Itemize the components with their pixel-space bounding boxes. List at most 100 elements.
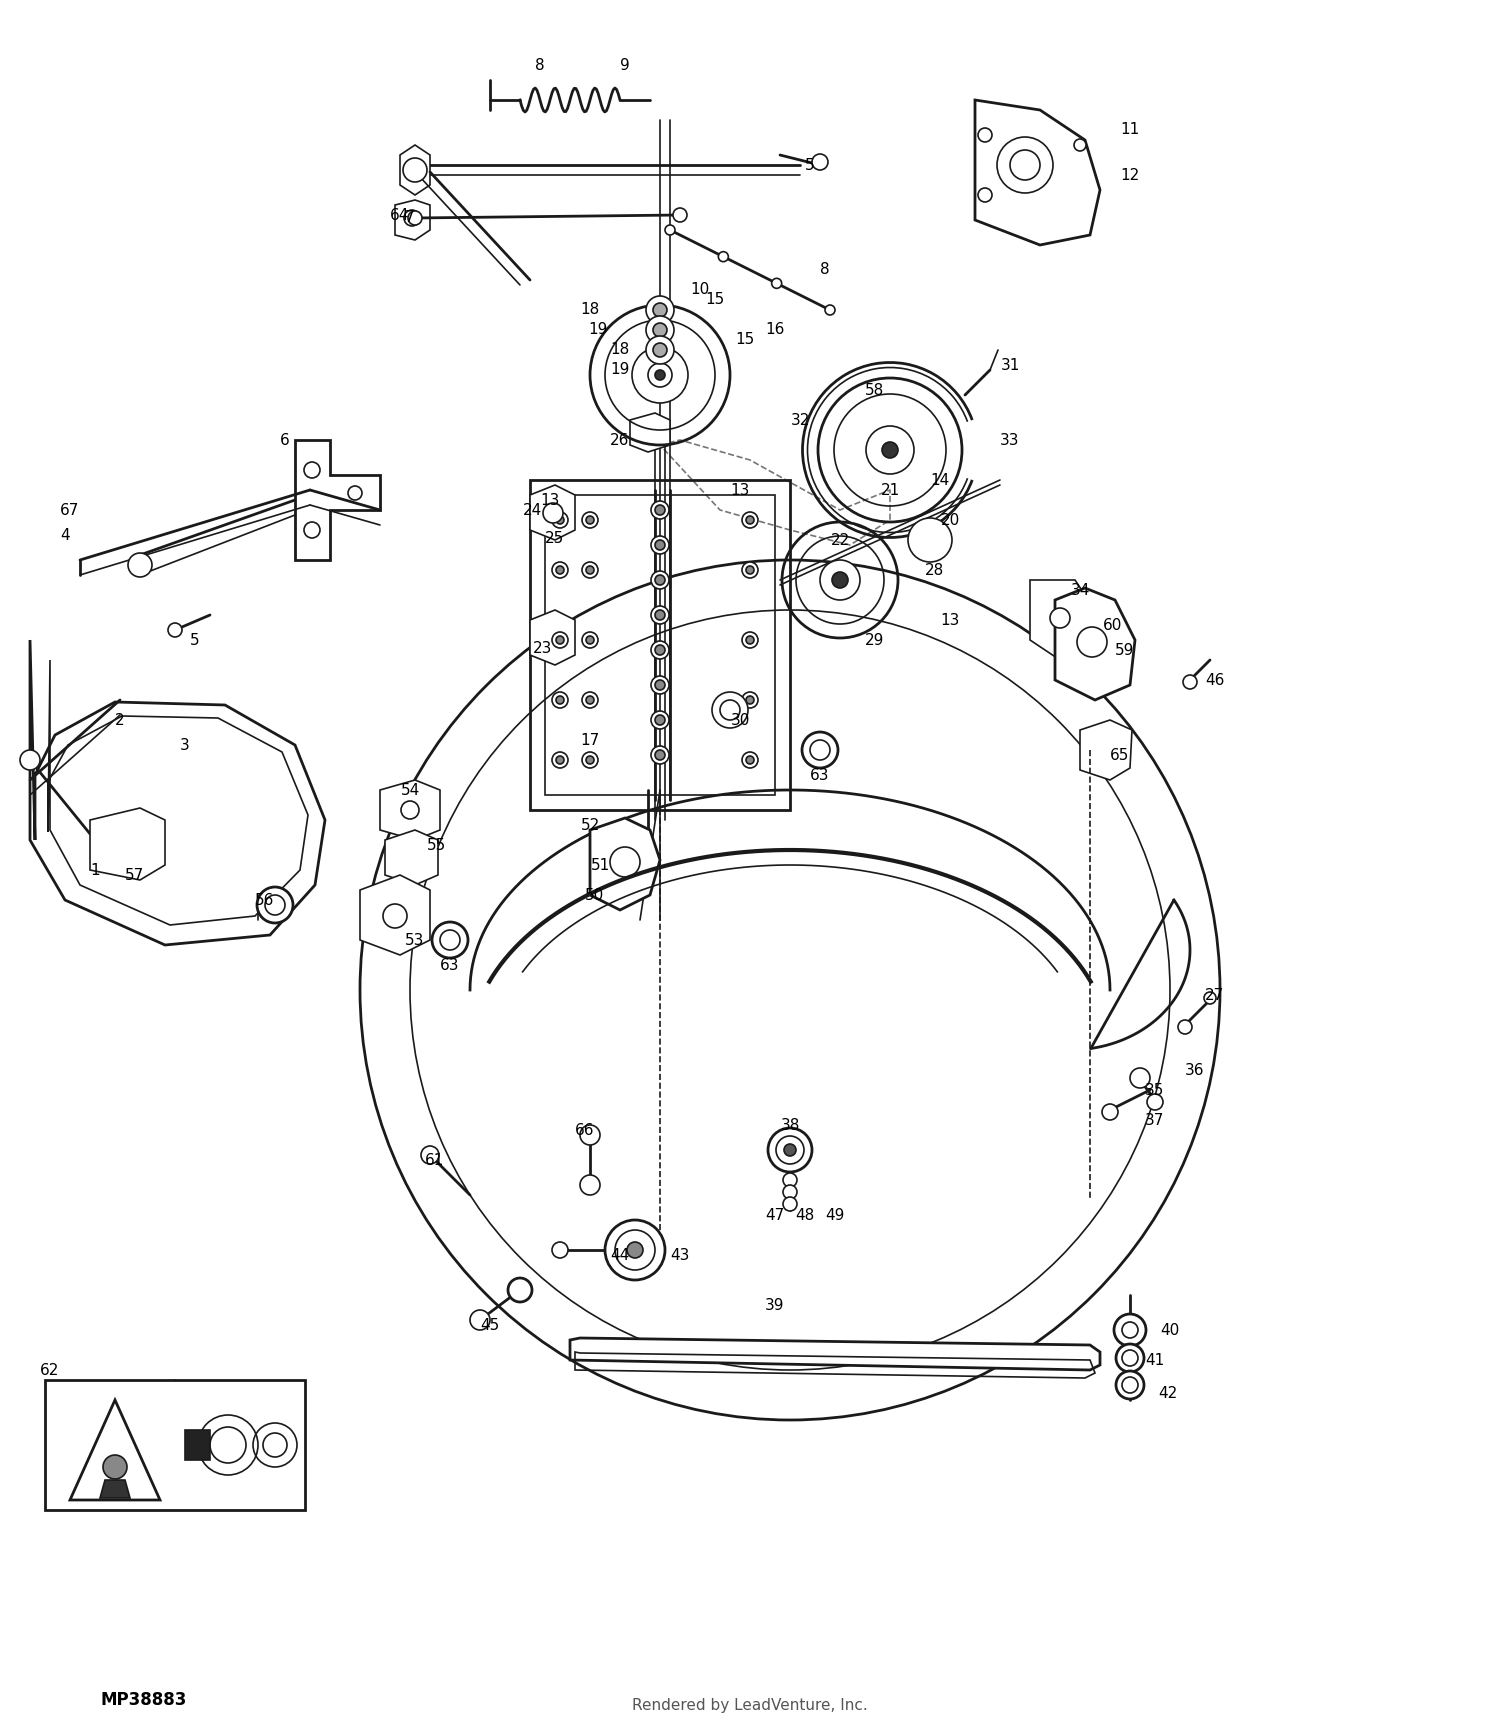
Polygon shape <box>1030 579 1095 659</box>
Circle shape <box>821 560 860 600</box>
Text: 13: 13 <box>540 493 560 508</box>
Text: 34: 34 <box>1071 583 1089 597</box>
Polygon shape <box>386 829 438 885</box>
Circle shape <box>783 1173 796 1187</box>
Text: 2: 2 <box>116 713 124 727</box>
Circle shape <box>1148 1095 1162 1110</box>
Circle shape <box>586 756 594 763</box>
Text: 6: 6 <box>280 432 290 448</box>
Text: 10: 10 <box>690 283 709 297</box>
Circle shape <box>422 1147 440 1164</box>
Circle shape <box>256 887 292 923</box>
Circle shape <box>582 512 598 527</box>
Circle shape <box>674 208 687 222</box>
Circle shape <box>470 1310 490 1331</box>
Circle shape <box>552 751 568 769</box>
Circle shape <box>656 540 664 550</box>
Text: 57: 57 <box>126 868 144 883</box>
Circle shape <box>1122 1322 1138 1338</box>
Circle shape <box>742 632 758 647</box>
Circle shape <box>656 645 664 656</box>
Text: 40: 40 <box>1161 1322 1179 1338</box>
Circle shape <box>865 427 913 474</box>
Circle shape <box>582 751 598 769</box>
Circle shape <box>582 632 598 647</box>
Text: 51: 51 <box>591 857 609 873</box>
Text: 67: 67 <box>60 503 80 517</box>
Circle shape <box>746 696 754 704</box>
Circle shape <box>604 1220 664 1280</box>
Text: 48: 48 <box>795 1208 814 1223</box>
Circle shape <box>1077 626 1107 658</box>
Circle shape <box>408 212 422 226</box>
Circle shape <box>1184 675 1197 689</box>
Circle shape <box>509 1279 532 1301</box>
Circle shape <box>646 337 674 364</box>
Circle shape <box>552 562 568 578</box>
Text: 41: 41 <box>1146 1353 1164 1367</box>
Circle shape <box>651 711 669 729</box>
Text: 17: 17 <box>580 732 600 748</box>
Circle shape <box>776 1136 804 1164</box>
Circle shape <box>746 515 754 524</box>
Circle shape <box>404 158 427 182</box>
Text: 32: 32 <box>790 413 810 427</box>
Text: 33: 33 <box>1000 432 1020 448</box>
Circle shape <box>746 566 754 574</box>
Circle shape <box>582 692 598 708</box>
Circle shape <box>652 323 668 337</box>
Circle shape <box>656 574 664 585</box>
Text: 58: 58 <box>865 382 885 397</box>
Circle shape <box>656 370 664 380</box>
Text: 18: 18 <box>580 302 600 318</box>
Text: 47: 47 <box>765 1208 784 1223</box>
Text: 14: 14 <box>930 472 950 488</box>
Text: 46: 46 <box>1206 673 1224 687</box>
Text: 55: 55 <box>426 838 445 852</box>
Text: 15: 15 <box>735 333 754 347</box>
Text: 19: 19 <box>588 323 608 338</box>
Circle shape <box>746 637 754 644</box>
Text: 29: 29 <box>865 633 885 647</box>
Circle shape <box>1114 1313 1146 1346</box>
Text: 42: 42 <box>1158 1386 1178 1400</box>
Text: 53: 53 <box>405 932 424 947</box>
Circle shape <box>1102 1103 1118 1121</box>
Circle shape <box>615 1230 656 1270</box>
Circle shape <box>742 512 758 527</box>
Circle shape <box>440 930 460 951</box>
Text: 28: 28 <box>926 562 945 578</box>
Circle shape <box>627 1242 644 1258</box>
Text: 7: 7 <box>405 210 416 226</box>
Circle shape <box>556 756 564 763</box>
Text: 5: 5 <box>190 633 200 647</box>
Text: 21: 21 <box>880 482 900 498</box>
Circle shape <box>1010 149 1040 180</box>
Polygon shape <box>570 1338 1100 1371</box>
Polygon shape <box>530 611 574 665</box>
Text: 26: 26 <box>610 432 630 448</box>
Text: 9: 9 <box>620 57 630 73</box>
Polygon shape <box>30 640 326 946</box>
Circle shape <box>784 1143 796 1156</box>
Circle shape <box>656 505 664 515</box>
Text: 23: 23 <box>534 640 552 656</box>
Circle shape <box>1116 1345 1144 1372</box>
Circle shape <box>783 1185 796 1199</box>
Circle shape <box>552 512 568 527</box>
Text: 1: 1 <box>90 862 101 878</box>
Circle shape <box>404 210 420 226</box>
Polygon shape <box>400 146 430 194</box>
Text: 16: 16 <box>765 323 784 338</box>
Circle shape <box>651 501 669 519</box>
Circle shape <box>348 486 361 500</box>
Circle shape <box>720 699 740 720</box>
Circle shape <box>652 344 668 357</box>
Text: 20: 20 <box>940 512 960 527</box>
Text: 27: 27 <box>1206 987 1224 1003</box>
Circle shape <box>648 363 672 387</box>
Text: 43: 43 <box>670 1247 690 1263</box>
Circle shape <box>1074 139 1086 151</box>
Text: 24: 24 <box>524 503 543 517</box>
Circle shape <box>20 750 40 770</box>
